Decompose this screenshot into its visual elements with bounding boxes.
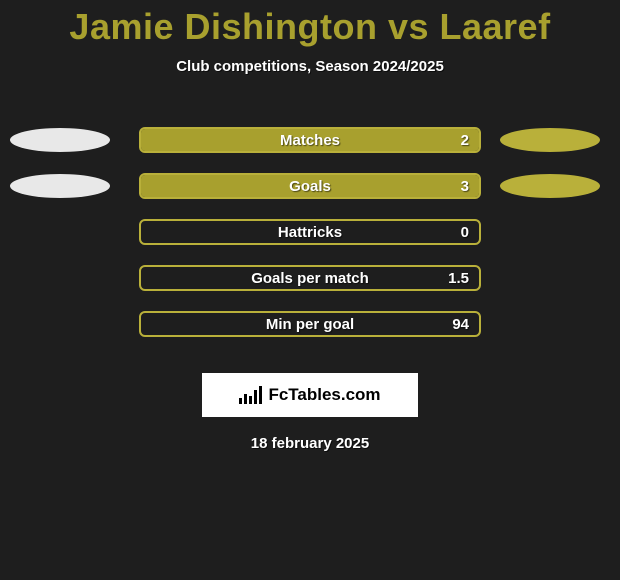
stat-label: Hattricks [141, 221, 479, 243]
footer-date: 18 february 2025 [0, 435, 620, 452]
player2-marker [500, 128, 600, 152]
stat-bar: Min per goal94 [139, 311, 481, 337]
player1-marker [10, 174, 110, 198]
player1-marker [10, 128, 110, 152]
stat-row: Hattricks0 [0, 209, 620, 255]
stat-bar-fill [141, 175, 479, 197]
stats-container: Matches2 Goals3 Hattricks0 Goals per match1… [0, 117, 620, 347]
stat-bar: Goals per match1.5 [139, 265, 481, 291]
stat-bar: Matches2 [139, 127, 481, 153]
stat-label: Min per goal [141, 313, 479, 335]
comparison-title: Jamie Dishington vs Laaref [0, 0, 620, 48]
stat-bar: Hattricks0 [139, 219, 481, 245]
stat-value: 1.5 [448, 267, 469, 289]
stat-row: Goals per match1.5 [0, 255, 620, 301]
stat-row: Min per goal94 [0, 301, 620, 347]
stat-bar: Goals3 [139, 173, 481, 199]
stat-row: Matches2 [0, 117, 620, 163]
stat-value: 0 [461, 221, 469, 243]
stat-value: 94 [452, 313, 469, 335]
stat-bar-fill [141, 129, 479, 151]
logo-text: FcTables.com [268, 385, 380, 405]
stat-row: Goals3 [0, 163, 620, 209]
barchart-icon [239, 386, 262, 404]
fctables-logo: FcTables.com [202, 373, 418, 417]
player2-marker [500, 174, 600, 198]
stat-label: Goals per match [141, 267, 479, 289]
comparison-subtitle: Club competitions, Season 2024/2025 [0, 58, 620, 75]
